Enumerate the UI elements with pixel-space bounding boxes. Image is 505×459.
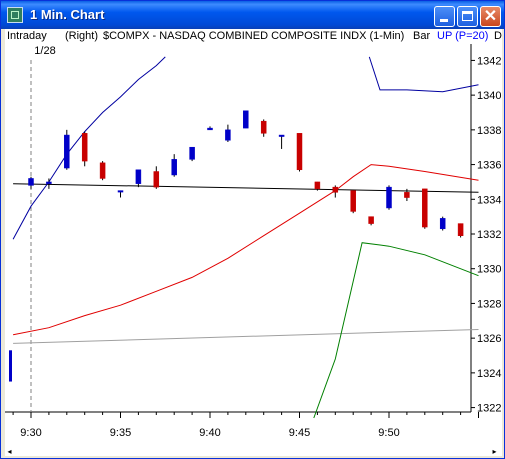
date-label: 1/28: [34, 45, 55, 57]
x-tick-label: 9:40: [199, 427, 220, 439]
candle: [81, 133, 88, 162]
chart-info-bar: Intraday (Right) $COMPX - NASDAQ COMBINE…: [5, 29, 502, 44]
chart-svg: 1342 1340 1338 1336 1334 1332 1330 1328 1326 1324…: [5, 44, 501, 439]
price-chart[interactable]: 1342 1340 1338 1336 1334 1332 1330 1328 1326 1324…: [5, 44, 502, 456]
y-tick-label: 1338: [477, 125, 501, 137]
candle: [64, 134, 70, 169]
x-tick-label: 9:30: [20, 427, 41, 439]
title-bar[interactable]: 1 Min. Chart ✕: [1, 1, 504, 29]
y-tick-label: 1332: [477, 229, 501, 241]
candle: [332, 186, 339, 193]
candle: [278, 134, 285, 137]
y-tick-label: 1330: [477, 264, 501, 276]
candle: [117, 190, 124, 193]
candle: [28, 178, 34, 186]
y-tick-label: 1336: [477, 160, 501, 172]
extra-label: D: [494, 30, 502, 42]
candle: [243, 110, 249, 129]
candle: [135, 169, 142, 184]
period-label: Intraday: [7, 30, 47, 42]
window-title: 1 Min. Chart: [30, 7, 105, 22]
style-label: Bar: [413, 30, 431, 42]
y-tick-label: 1342: [477, 55, 501, 67]
y-tick-label: 1334: [477, 194, 501, 206]
candle: [350, 190, 356, 212]
close-button[interactable]: ✕: [480, 6, 501, 27]
indicator-line-0: [13, 183, 479, 193]
indicator-line-1: [13, 329, 479, 344]
maximize-icon: [462, 11, 473, 21]
minimize-icon: [440, 19, 448, 22]
x-tick-label: 9:35: [110, 427, 131, 439]
y-tick-label: 1326: [477, 333, 501, 345]
y-tick-label: 1340: [477, 90, 501, 102]
x-tick-label: 9:45: [289, 427, 310, 439]
close-icon: ✕: [483, 8, 498, 25]
candle: [457, 223, 464, 236]
early-candle: [9, 350, 12, 382]
minimize-button[interactable]: [434, 6, 455, 27]
chart-app-icon[interactable]: [7, 7, 23, 23]
indicator-line-4: [368, 56, 479, 93]
x-tick-label: 9:50: [378, 427, 399, 439]
candle: [296, 133, 303, 171]
candle: [260, 120, 267, 134]
candle: [314, 181, 321, 190]
indicator-line-3: [12, 56, 166, 240]
candle: [225, 129, 231, 141]
symbol-label: $COMPX - NASDAQ COMBINED COMPOSITE INDX …: [103, 30, 405, 42]
candle: [153, 171, 160, 188]
scroll-left-icon[interactable]: ◂: [7, 447, 12, 456]
y-tick-label: 1324: [477, 368, 501, 380]
candle: [189, 146, 195, 160]
candle: [99, 162, 106, 179]
candle: [368, 216, 374, 224]
candle: [46, 181, 52, 184]
study-label[interactable]: UP (P=20): [437, 30, 489, 42]
maximize-button[interactable]: [457, 6, 478, 27]
indicator-line-2: [13, 164, 479, 336]
y-tick-label: 1328: [477, 298, 501, 310]
indicator-line-5: [313, 242, 479, 419]
y-tick-label: 1322: [477, 403, 501, 415]
candle: [439, 218, 446, 230]
candle: [422, 188, 428, 228]
scroll-right-icon[interactable]: ▸: [492, 447, 497, 456]
axis-label: (Right): [65, 30, 99, 42]
candle: [171, 159, 177, 176]
candle: [207, 127, 213, 131]
candle: [386, 186, 392, 209]
candle: [404, 192, 410, 198]
